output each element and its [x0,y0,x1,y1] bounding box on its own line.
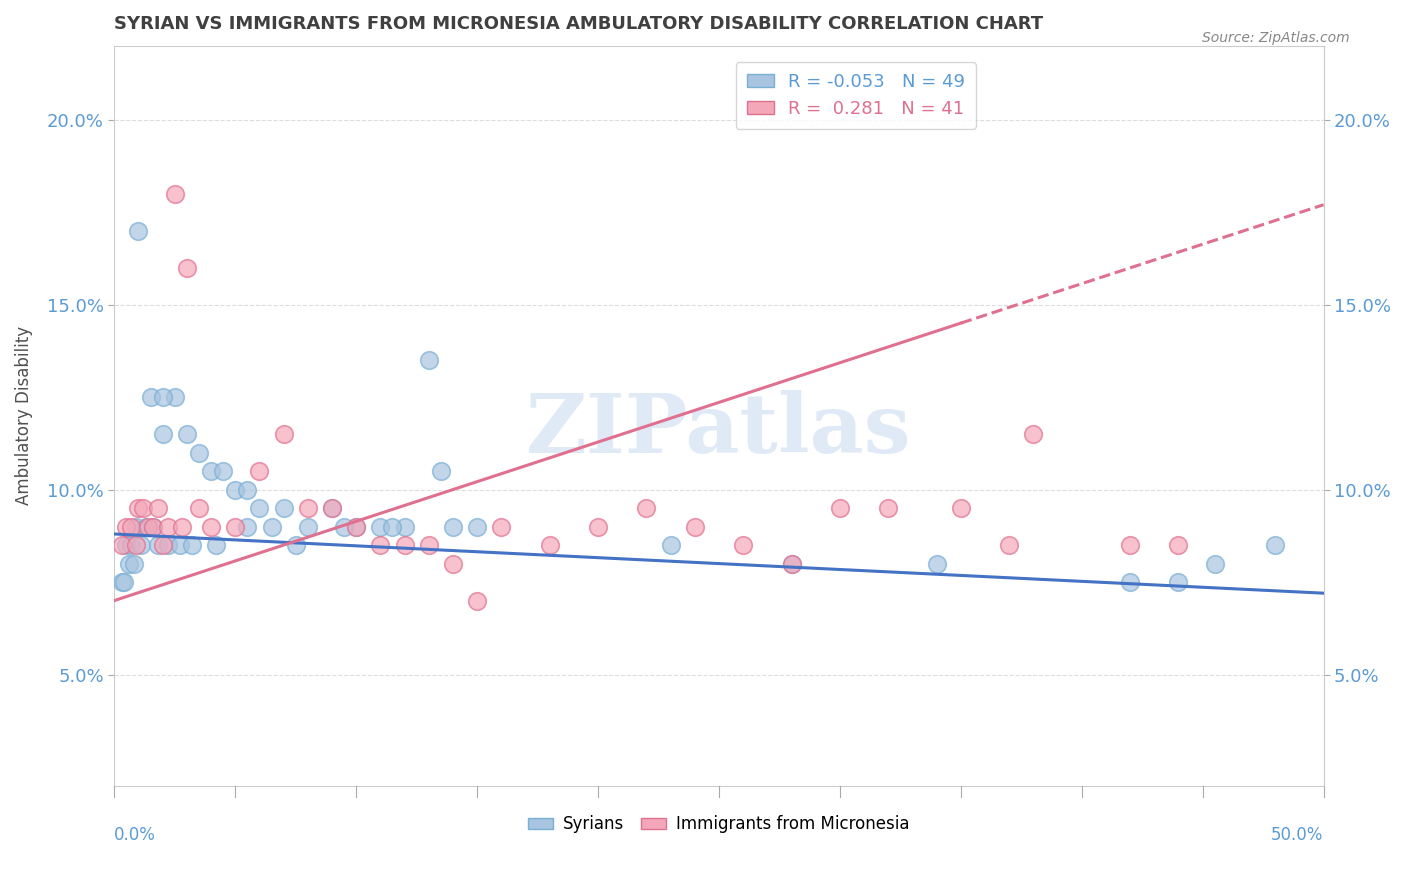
Point [1167,538,1189,552]
Point [142,519,165,533]
Point [394,538,416,552]
Point [465,593,488,607]
Point [370,519,392,533]
Point [139,390,162,404]
Point [344,519,367,533]
Point [284,538,307,552]
Point [163,186,186,201]
Point [163,390,186,404]
Point [152,390,174,404]
Point [110,575,132,590]
Point [430,464,453,478]
Point [321,501,343,516]
Point [441,557,464,571]
Point [125,519,148,533]
Point [136,519,159,533]
Point [344,519,367,533]
Point [152,427,174,442]
Point [200,464,222,478]
Point [205,538,228,552]
Point [129,538,152,552]
Point [170,519,193,533]
Point [249,464,271,478]
Point [333,519,356,533]
Point [156,538,179,552]
Point [118,557,141,571]
Point [418,538,440,552]
Text: SYRIAN VS IMMIGRANTS FROM MICRONESIA AMBULATORY DISABILITY CORRELATION CHART: SYRIAN VS IMMIGRANTS FROM MICRONESIA AMB… [114,15,1043,33]
Point [236,519,259,533]
Point [297,501,319,516]
Point [1022,427,1045,442]
Point [120,519,142,533]
Point [125,538,148,552]
Point [465,519,488,533]
Text: 0.0%: 0.0% [114,826,156,844]
Point [212,464,235,478]
Point [156,519,179,533]
Point [1167,575,1189,590]
Point [112,575,135,590]
Point [180,538,202,552]
Point [132,501,155,516]
Text: ZIPatlas: ZIPatlas [526,391,911,470]
Point [128,224,150,238]
Point [925,557,948,571]
Point [273,501,295,516]
Point [491,519,513,533]
Point [780,557,803,571]
Point [877,501,900,516]
Point [659,538,682,552]
Point [169,538,191,552]
Point [538,538,561,552]
Point [683,519,706,533]
Point [1119,575,1142,590]
Point [188,445,211,459]
Point [780,557,803,571]
Point [949,501,972,516]
Point [733,538,755,552]
Point [394,519,416,533]
Point [142,519,165,533]
Point [122,557,145,571]
Point [998,538,1021,552]
Point [418,353,440,368]
Point [636,501,658,516]
Point [152,538,174,552]
Point [321,501,343,516]
Point [1264,538,1286,552]
Point [297,519,319,533]
Point [1119,538,1142,552]
Point [115,519,138,533]
Point [176,260,198,275]
Point [260,519,283,533]
Point [441,519,464,533]
Point [381,519,404,533]
Point [120,538,142,552]
Point [224,483,246,497]
Text: Source: ZipAtlas.com: Source: ZipAtlas.com [1202,31,1350,45]
Point [176,427,198,442]
Point [188,501,211,516]
Y-axis label: Ambulatory Disability: Ambulatory Disability [15,326,32,505]
Point [115,538,138,552]
Point [828,501,851,516]
Point [236,483,259,497]
Point [249,501,271,516]
Point [1204,557,1226,571]
Point [110,538,132,552]
Point [146,501,169,516]
Point [200,519,222,533]
Point [586,519,609,533]
Point [224,519,246,533]
Point [370,538,392,552]
Text: 50.0%: 50.0% [1271,826,1323,844]
Point [146,538,169,552]
Point [273,427,295,442]
Point [135,519,157,533]
Legend: Syrians, Immigrants from Micronesia: Syrians, Immigrants from Micronesia [522,809,917,840]
Point [128,501,150,516]
